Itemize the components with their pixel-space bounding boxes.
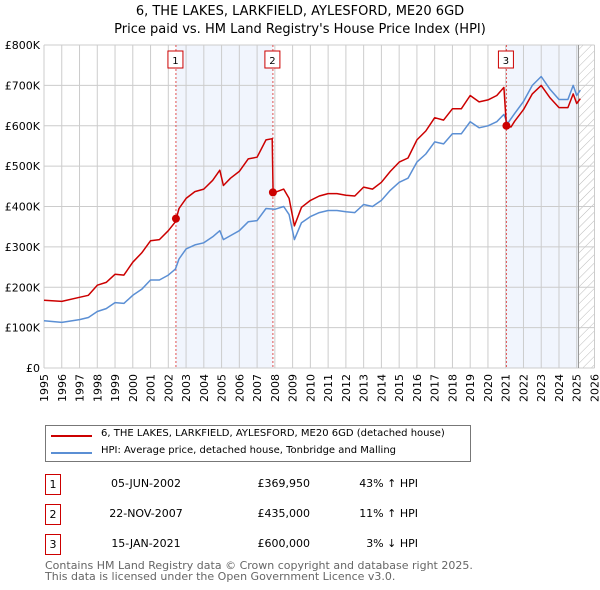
x-tick-label: 2002 [162,374,175,402]
x-tick-label: 2024 [553,374,566,402]
y-tick-label: £100K [5,322,41,335]
x-tick-label: 1998 [91,374,104,402]
sale-row: 3 15-JAN-2021 £600,000 3% ↓ HPI [45,534,445,556]
x-tick-label: 2010 [304,374,317,402]
x-tick-label: 2018 [446,374,459,402]
price-chart: 1995 1996 1997 1998 1999 2000 2001 2002 2003 2004… [5,39,600,402]
y-tick-label: £500K [5,160,41,173]
x-tick-label: 2026 [589,374,600,402]
y-tick-label: £200K [5,281,41,294]
x-tick-label: 1996 [56,374,69,402]
sale-marker-box [167,50,184,69]
x-tick-label: 2016 [411,374,424,402]
chart-title: 6, THE LAKES, LARKFIELD, AYLESFORD, ME20… [135,4,465,19]
x-tick-label: 2000 [127,374,140,402]
x-tick-label: 2005 [216,374,229,402]
sale-price: £435,000 [257,507,311,520]
sale-hpi-diff: 11% ↑ HPI [359,507,418,520]
sale-marker-box [264,50,281,69]
x-tick-label: 2015 [393,374,406,402]
sale-point [171,214,180,223]
x-tick-label: 2013 [358,374,371,402]
x-tick-label: 2003 [180,374,193,402]
sale-row: 1 05-JUN-2002 £369,950 43% ↑ HPI [45,474,445,496]
sale-number: 1 [45,474,61,495]
footer-licence: This data is licensed under the Open Gov… [45,570,396,583]
sale-point [502,121,511,130]
sale-marker-number: 2 [269,56,275,67]
sale-number: 2 [45,504,61,525]
x-tick-label: 2019 [464,374,477,402]
x-tick-label: 2021 [500,374,513,402]
x-tick-label: 2008 [269,374,282,402]
x-tick-label: 2017 [429,374,442,402]
x-tick-label: 1995 [38,374,51,402]
x-tick-label: 2012 [340,374,353,402]
sale-date: 15-JAN-2021 [111,537,181,550]
y-tick-label: £700K [5,79,41,92]
y-tick-label: £600K [5,120,41,133]
sale-marker-box [497,50,514,69]
legend-swatch-red [51,435,92,437]
x-tick-label: 2023 [535,374,548,402]
x-tick-label: 1997 [74,374,87,402]
x-tick-label: 2022 [517,374,530,402]
sale-date: 22-NOV-2007 [109,507,183,520]
legend-swatch-blue [51,452,92,454]
footer-copyright: Contains HM Land Registry data © Crown c… [45,559,473,572]
x-tick-label: 2006 [233,374,246,402]
sale-marker-number: 3 [503,56,509,67]
legend-label: 6, THE LAKES, LARKFIELD, AYLESFORD, ME20… [101,428,445,439]
sale-price: £600,000 [257,537,311,550]
x-tick-label: 2007 [251,374,264,402]
y-tick-label: £0 [26,362,40,375]
chart-subtitle: Price paid vs. HM Land Registry's House … [114,22,486,37]
sale-point [268,188,277,197]
x-tick-label: 2014 [375,374,388,402]
sale-hpi-diff: 3% ↓ HPI [366,537,418,550]
y-tick-label: £300K [5,241,41,254]
legend: 6, THE LAKES, LARKFIELD, AYLESFORD, ME20… [45,425,471,462]
sale-price: £369,950 [257,477,311,490]
property-price-line [43,84,581,303]
y-tick-label: £800K [5,39,41,52]
sale-date: 05-JUN-2002 [110,477,182,490]
x-tick-label: 2011 [322,374,335,402]
x-tick-label: 2004 [198,374,211,402]
x-tick-label: 2025 [571,374,584,402]
sale-hpi-diff: 43% ↑ HPI [359,477,418,490]
sale-number: 3 [45,534,61,555]
x-tick-label: 2020 [482,374,495,402]
legend-label: HPI: Average price, detached house, Tonb… [101,445,397,456]
sale-marker-number: 1 [172,56,178,67]
y-tick-label: £400K [5,201,41,214]
x-tick-label: 2001 [145,374,158,402]
x-tick-label: 1999 [109,374,122,402]
x-tick-label: 2009 [287,374,300,402]
hpi-line [43,75,581,324]
sale-row: 2 22-NOV-2007 £435,000 11% ↑ HPI [45,504,445,526]
